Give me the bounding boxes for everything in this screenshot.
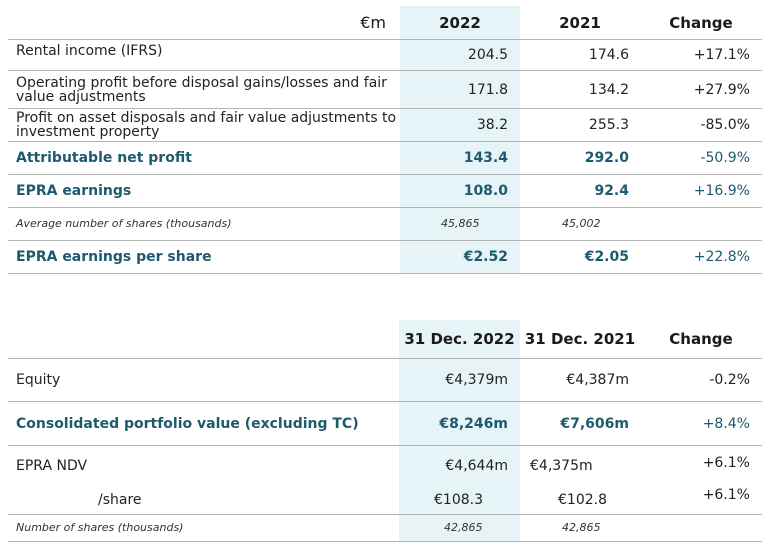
column-header-2021: 2021 bbox=[559, 13, 601, 32]
table-row: EPRA earnings 108.0 92.4 +16.9% bbox=[8, 175, 762, 208]
column-header-2022: 31 Dec. 2022 bbox=[404, 329, 515, 348]
value-2022: €8,246m bbox=[439, 415, 508, 432]
value-2021: €2.05 bbox=[584, 249, 629, 265]
value-2022: 171.8 bbox=[467, 81, 508, 98]
value-2022: €108.3 bbox=[434, 492, 483, 508]
unit-label: €m bbox=[360, 12, 386, 32]
row-label: Number of shares (thousands) bbox=[16, 521, 184, 534]
value-2021: €4,375m bbox=[530, 458, 593, 474]
value-2022: 108.0 bbox=[463, 183, 508, 199]
highlight-column-2022 bbox=[400, 6, 520, 273]
row-label: EPRA earnings per share bbox=[16, 249, 212, 265]
table-row: Consolidated portfolio value (excluding … bbox=[8, 402, 762, 446]
row-label: EPRA earnings bbox=[16, 183, 132, 199]
column-header-2021: 31 Dec. 2021 bbox=[524, 330, 636, 348]
table-row: Equity €4,379m €4,387m -0.2% bbox=[8, 359, 762, 402]
row-label: Equity bbox=[16, 372, 61, 388]
row-label: /share bbox=[98, 492, 142, 508]
table-row: Attributable net profit 143.4 292.0 -50.… bbox=[8, 142, 762, 175]
row-label: Attributable net profit bbox=[16, 150, 192, 166]
value-2021: 45,002 bbox=[562, 217, 601, 230]
column-header-change: Change bbox=[669, 330, 733, 348]
row-label: Operating profit before disposal gains/l… bbox=[16, 74, 387, 105]
value-2021: 134.2 bbox=[588, 81, 629, 98]
table-row: Operating profit before disposal gains/l… bbox=[8, 71, 762, 109]
row-label: Consolidated portfolio value (excluding … bbox=[16, 415, 359, 432]
value-2022: €4,644m bbox=[445, 458, 508, 474]
value-2022: €2.52 bbox=[463, 249, 508, 265]
value-2021: 92.4 bbox=[594, 183, 629, 199]
value-2021: €4,387m bbox=[566, 372, 629, 388]
table-row: Average number of shares (thousands) 45,… bbox=[8, 208, 762, 241]
value-2021: €102.8 bbox=[558, 492, 607, 508]
table-header-row: €m 2022 2021 Change bbox=[8, 6, 762, 40]
value-change: +17.1% bbox=[693, 47, 750, 63]
table-row: Rental income (IFRS) 204.5 174.6 +17.1% bbox=[8, 40, 762, 71]
value-change: +16.9% bbox=[693, 183, 750, 199]
column-header-change: Change bbox=[669, 13, 733, 32]
value-change: +8.4% bbox=[702, 415, 750, 432]
value-2021: 42,865 bbox=[562, 521, 601, 534]
value-2021: 255.3 bbox=[588, 117, 629, 133]
value-change: +6.1% bbox=[702, 455, 750, 471]
row-label: Rental income (IFRS) bbox=[16, 43, 163, 59]
table-row-group: EPRA NDV €4,644m €4,375m +6.1% /share €1… bbox=[8, 446, 762, 515]
value-change: +6.1% bbox=[702, 487, 750, 503]
value-2021: 174.6 bbox=[588, 47, 629, 63]
value-change: +27.9% bbox=[693, 81, 750, 98]
value-2022: 42,865 bbox=[444, 521, 483, 534]
table-header-row: 31 Dec. 2022 31 Dec. 2021 Change bbox=[8, 320, 762, 359]
value-change: +22.8% bbox=[693, 249, 750, 265]
value-2022: 143.4 bbox=[463, 150, 508, 166]
value-change: -50.9% bbox=[700, 150, 750, 166]
table-row: Number of shares (thousands) 42,865 42,8… bbox=[8, 515, 762, 542]
row-label: Profit on asset disposals and fair value… bbox=[16, 110, 397, 140]
value-change bbox=[638, 208, 750, 240]
table-row: Profit on asset disposals and fair value… bbox=[8, 109, 762, 142]
highlight-column-2022 bbox=[399, 320, 520, 541]
table-row: EPRA earnings per share €2.52 €2.05 +22.… bbox=[8, 241, 762, 274]
row-label: Average number of shares (thousands) bbox=[16, 217, 232, 230]
value-change: -85.0% bbox=[700, 117, 750, 133]
value-2022: 45,865 bbox=[441, 217, 480, 230]
value-change bbox=[638, 515, 750, 541]
column-header-2022: 2022 bbox=[439, 13, 481, 32]
value-2022: €4,379m bbox=[445, 372, 508, 388]
value-change: -0.2% bbox=[709, 372, 750, 388]
value-2021: 292.0 bbox=[584, 150, 629, 166]
row-label: EPRA NDV bbox=[16, 458, 88, 474]
value-2021: €7,606m bbox=[560, 415, 629, 432]
value-2022: 204.5 bbox=[467, 47, 508, 63]
value-2022: 38.2 bbox=[476, 117, 508, 133]
